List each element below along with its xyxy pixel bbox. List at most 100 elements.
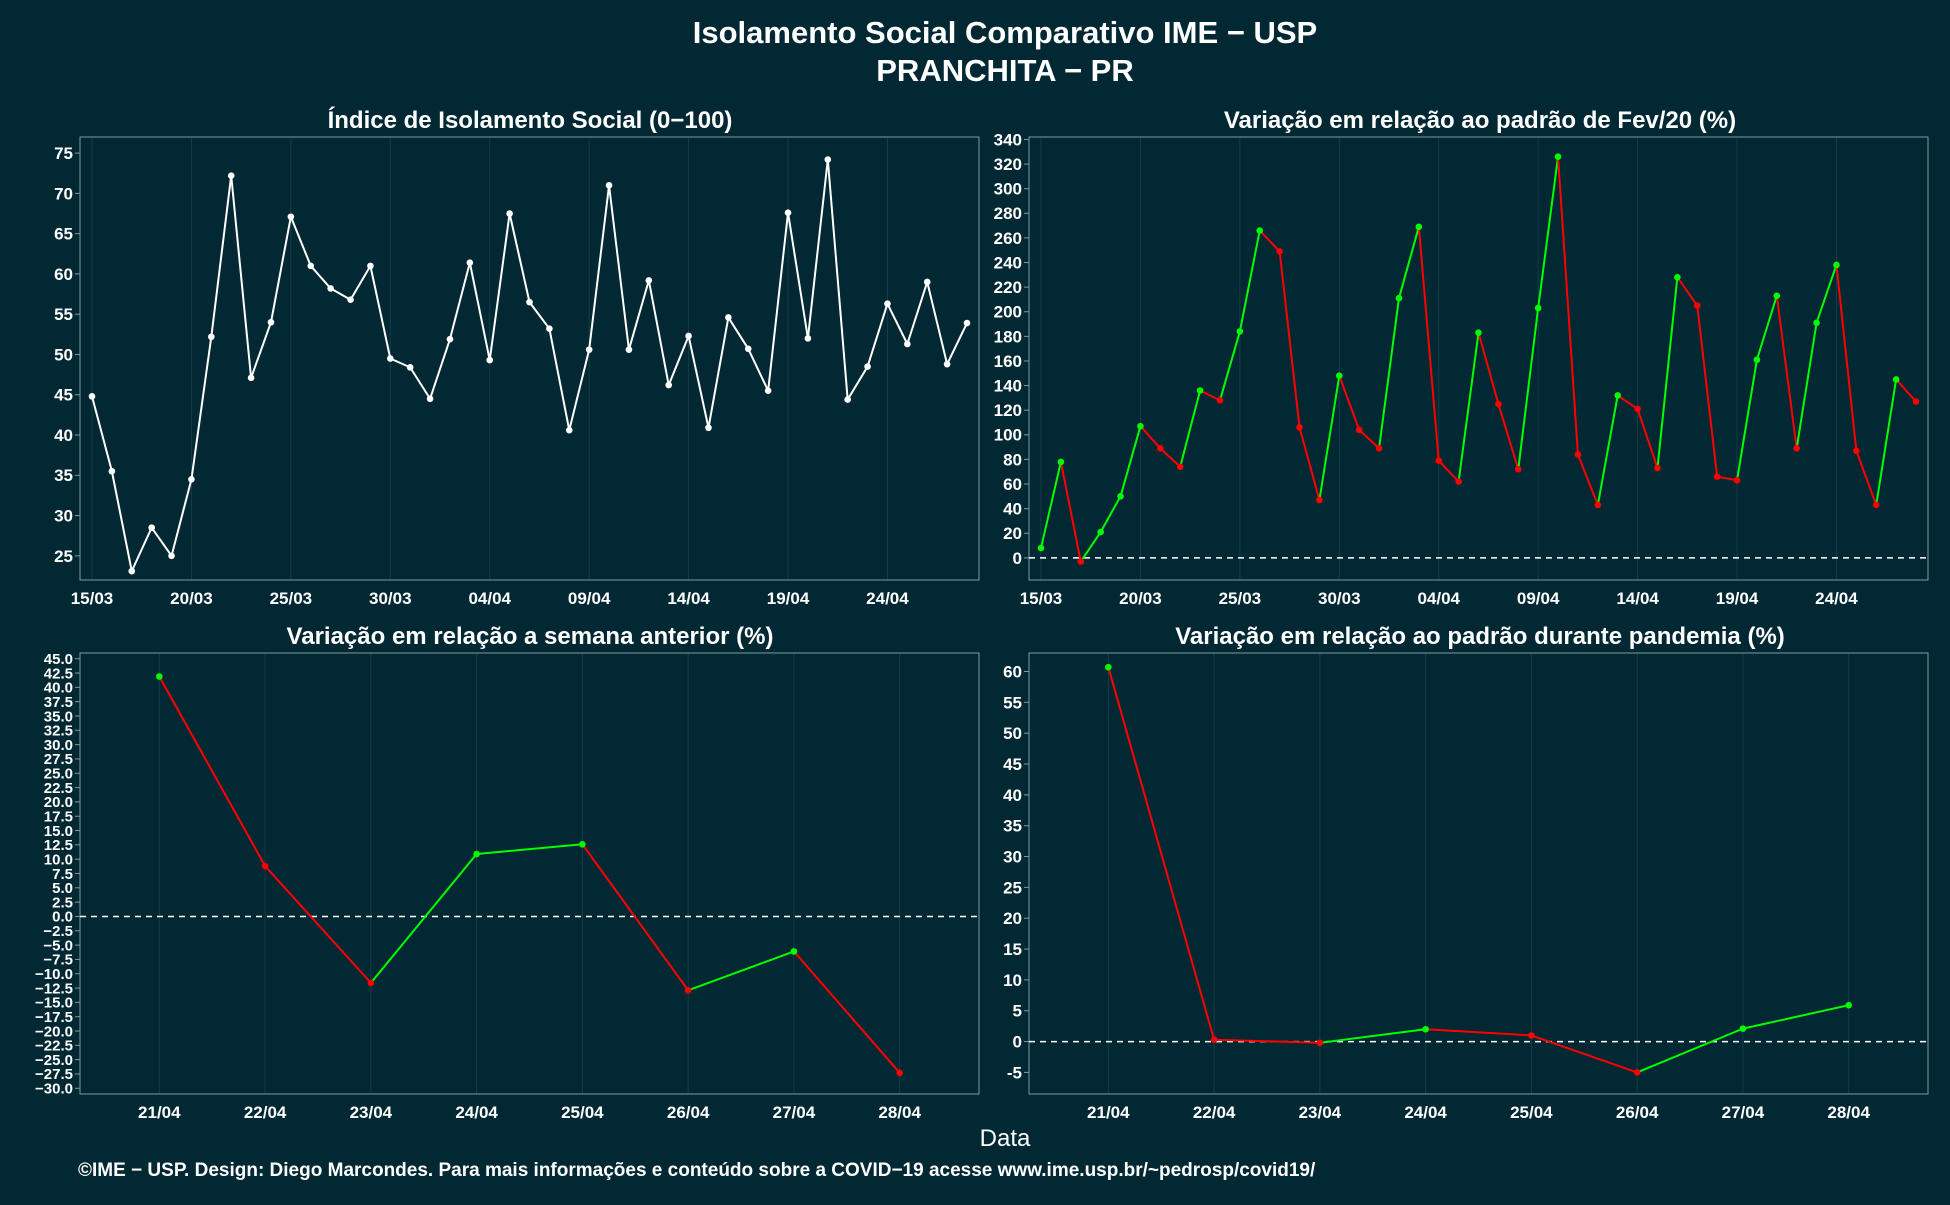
data-point xyxy=(625,346,633,353)
data-point xyxy=(446,335,454,343)
y-tick-label: 75 xyxy=(54,144,73,163)
series-segment xyxy=(767,212,790,391)
series-segment xyxy=(568,349,591,431)
y-tick-label: −17.5 xyxy=(35,1009,73,1026)
y-tick-label: 55 xyxy=(1003,693,1022,712)
series-segment xyxy=(1617,394,1639,410)
series-segment xyxy=(289,216,312,267)
y-tick-label: 340 xyxy=(994,130,1022,149)
data-point xyxy=(327,285,334,292)
chart-panels: 15/03 20/03 25/03 30/03 04/04 09/04 14/04 19/04… xyxy=(35,130,1929,1122)
series-segment xyxy=(269,216,292,323)
x-tick-label: 21/04 xyxy=(1087,1103,1130,1122)
y-tick-label: 40 xyxy=(54,426,73,445)
y-tick-label: 37.5 xyxy=(44,694,73,711)
plot-frame xyxy=(1028,136,1929,581)
x-tick-label: 23/04 xyxy=(350,1103,393,1122)
series-segment xyxy=(210,175,233,337)
y-tick-label: 20.0 xyxy=(44,794,73,811)
x-tick-label: 24/04 xyxy=(455,1103,498,1122)
data-point xyxy=(744,345,752,353)
series-segment xyxy=(588,185,611,350)
data-point xyxy=(1892,376,1900,383)
series-segment xyxy=(1059,461,1082,562)
series-segment xyxy=(1298,427,1321,501)
x-tick-label: 25/03 xyxy=(1219,589,1262,608)
y-tick-label: 80 xyxy=(1003,450,1022,469)
figure-title: Isolamento Social Comparativo IME − USP xyxy=(693,15,1317,50)
series-segment xyxy=(667,335,690,386)
series-segment xyxy=(1815,264,1838,324)
x-tick-label: 20/03 xyxy=(170,589,213,608)
data-point xyxy=(1853,447,1860,455)
x-tick-label: 15/03 xyxy=(1020,589,1063,608)
data-point xyxy=(1534,304,1542,312)
x-tick-label: 28/04 xyxy=(878,1103,921,1122)
y-tick-label: 40 xyxy=(1003,786,1022,805)
y-tick-label: 0 xyxy=(1013,1033,1022,1052)
y-tick-label: 300 xyxy=(994,180,1022,199)
x-tick-label: 04/04 xyxy=(468,589,511,608)
data-point xyxy=(1415,223,1423,231)
series-segment xyxy=(150,527,173,557)
data-point xyxy=(261,862,269,870)
y-tick-label: −2.5 xyxy=(43,923,73,940)
y-tick-label: 15.0 xyxy=(44,823,73,840)
series-segment xyxy=(488,213,511,361)
x-tick-label: 09/04 xyxy=(568,589,611,608)
data-point xyxy=(1773,292,1781,300)
x-tick-label: 24/04 xyxy=(1404,1103,1447,1122)
data-point xyxy=(1296,424,1303,431)
series-segment xyxy=(1531,1034,1638,1074)
y-tick-label: 7.5 xyxy=(52,866,73,883)
series-segment xyxy=(1775,295,1798,449)
data-point xyxy=(1137,422,1144,430)
data-point xyxy=(565,426,573,434)
data-point xyxy=(1355,426,1363,434)
data-point xyxy=(1495,400,1502,408)
series-segment xyxy=(1895,378,1917,403)
y-tick-label: 5 xyxy=(1013,1002,1022,1021)
series-segment xyxy=(1319,1028,1426,1044)
series-segment xyxy=(1397,226,1420,299)
y-tick-label: 260 xyxy=(994,229,1022,248)
data-point xyxy=(1276,248,1283,255)
data-point xyxy=(386,355,394,362)
data-point xyxy=(88,393,96,400)
data-point xyxy=(1395,294,1403,302)
series-segment xyxy=(250,321,272,379)
series-segment xyxy=(1656,277,1679,469)
y-tick-label: 35 xyxy=(54,466,73,485)
y-tick-label: 180 xyxy=(994,327,1022,346)
data-point xyxy=(546,325,553,332)
y-tick-label: 20 xyxy=(1003,909,1022,928)
y-tick-label: 70 xyxy=(54,184,73,203)
data-point xyxy=(128,567,136,575)
data-point xyxy=(1335,372,1343,380)
x-tick-label: 26/04 xyxy=(1616,1103,1659,1122)
series-segment xyxy=(1139,425,1162,449)
y-tick-label: 10 xyxy=(1003,971,1022,990)
y-tick-label: −12.5 xyxy=(35,980,73,997)
x-tick-label: 28/04 xyxy=(1827,1103,1870,1122)
series-segment xyxy=(866,303,889,367)
series-segment xyxy=(1636,408,1659,469)
data-point xyxy=(426,395,434,403)
series-segment xyxy=(158,675,266,867)
y-tick-label: −20.0 xyxy=(35,1023,73,1040)
series-segment xyxy=(608,185,630,350)
data-point xyxy=(406,364,414,371)
series-segment xyxy=(1855,450,1878,506)
y-tick-label: 100 xyxy=(994,426,1022,445)
data-point xyxy=(1435,457,1443,464)
y-tick-label: 320 xyxy=(994,155,1022,174)
data-point xyxy=(784,209,792,217)
series-segment xyxy=(389,357,411,369)
series-segment xyxy=(190,336,213,480)
series-segment xyxy=(1040,461,1062,549)
series-segment xyxy=(1214,1038,1320,1044)
data-point xyxy=(1833,261,1840,269)
x-tick-label: 22/04 xyxy=(1193,1103,1236,1122)
series-segment xyxy=(468,262,491,361)
